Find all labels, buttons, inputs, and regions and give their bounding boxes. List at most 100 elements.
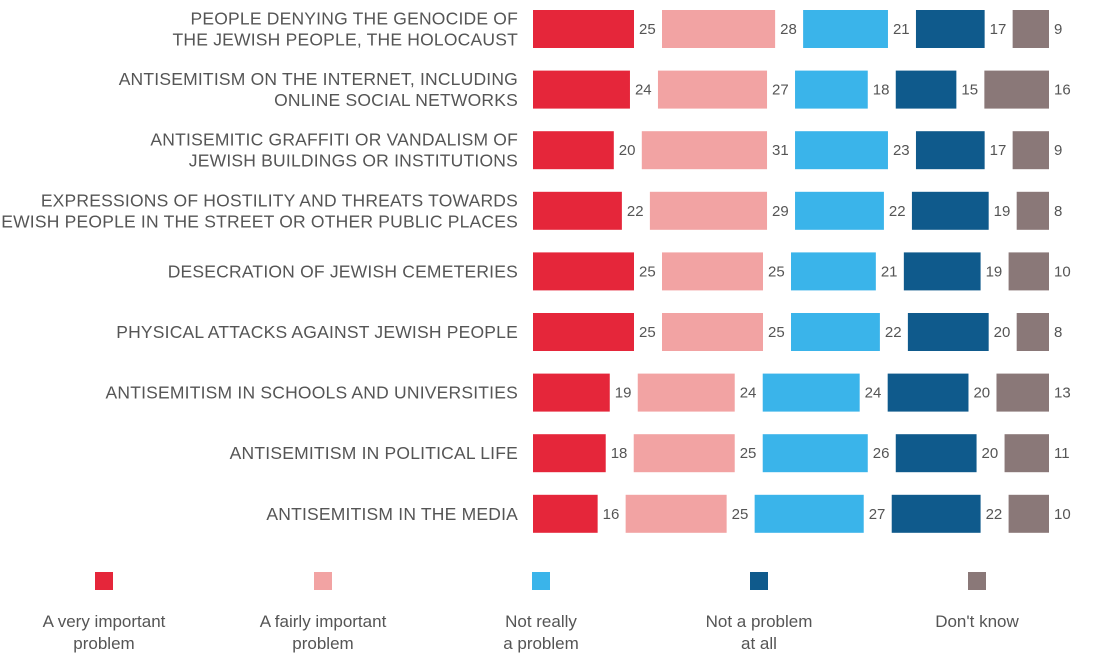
bar-segment: [911, 191, 989, 230]
legend-swatch: [750, 572, 768, 590]
value-label: 29: [772, 203, 789, 220]
bar-segment: [641, 131, 768, 170]
value-label: 8: [1054, 203, 1062, 220]
bar-segment: [637, 373, 735, 412]
bar-segment: [1008, 494, 1049, 533]
bar-segment: [533, 70, 630, 109]
bar-segment: [649, 191, 768, 230]
bar-segment: [791, 252, 876, 291]
value-label: 20: [994, 324, 1011, 341]
legend-label: Not really a problem: [503, 612, 579, 653]
value-label: 22: [889, 203, 906, 220]
bar-segment: [895, 70, 957, 109]
category-label: ANTISEMITISM IN POLITICAL LIFE: [230, 443, 518, 463]
value-label: 15: [961, 82, 978, 99]
bar-segment: [533, 10, 634, 48]
bar-segment: [657, 70, 768, 109]
bar-segment: [984, 70, 1049, 109]
value-label: 17: [990, 142, 1007, 159]
category-label: ANTISEMITISM IN THE MEDIA: [266, 504, 518, 524]
value-label: 25: [768, 324, 785, 341]
value-label: 24: [740, 385, 757, 402]
legend-label: Don't know: [935, 612, 1019, 631]
bar-segment: [533, 191, 622, 230]
value-label: 28: [780, 21, 797, 38]
bar-segment: [887, 373, 969, 412]
bar-segment: [633, 434, 735, 473]
bar-segment: [754, 494, 864, 533]
bar-segment: [996, 373, 1049, 412]
bar-segment: [662, 10, 776, 48]
value-label: 11: [1054, 445, 1070, 462]
legend-swatch: [968, 572, 986, 590]
legend: A very important problem A fairly importan…: [43, 572, 1019, 653]
category-label: PHYSICAL ATTACKS AGAINST JEWISH PEOPLE: [116, 322, 518, 342]
value-label: 19: [615, 385, 632, 402]
value-label: 20: [619, 142, 636, 159]
category-label: ANTISEMITISM ON THE INTERNET, INCLUDING O…: [119, 69, 518, 110]
legend-swatch: [95, 572, 113, 590]
value-label: 8: [1054, 324, 1062, 341]
value-label: 20: [973, 385, 990, 402]
bar-segment: [903, 252, 981, 291]
legend-label: A very important problem: [43, 612, 166, 653]
bar-segment: [1016, 191, 1049, 230]
legend-swatch: [314, 572, 332, 590]
bar-segment: [895, 434, 977, 473]
category-label: ANTISEMITISM IN SCHOOLS AND UNIVERSITIES: [105, 383, 518, 403]
bar-segment: [533, 313, 634, 351]
category-label: PEOPLE DENYING THE GENOCIDE OF THE JEWISH…: [173, 9, 519, 50]
bar-segment: [891, 494, 981, 533]
category-labels: PEOPLE DENYING THE GENOCIDE OF THE JEWISH…: [0, 9, 518, 524]
value-label: 22: [885, 324, 902, 341]
bar-segment: [795, 131, 888, 170]
value-label: 10: [1054, 506, 1071, 523]
value-label: 25: [768, 263, 785, 280]
bar-segment: [1012, 131, 1049, 170]
legend-label: Not a problem at all: [706, 612, 813, 653]
bar-segment: [915, 10, 985, 48]
value-label: 18: [873, 82, 890, 99]
legend-label: A fairly important problem: [260, 612, 387, 653]
bar-segment: [795, 191, 884, 230]
value-label: 25: [639, 324, 656, 341]
value-label: 23: [893, 142, 910, 159]
bar-segment: [791, 313, 880, 351]
value-label: 19: [994, 203, 1011, 220]
value-label: 27: [772, 82, 789, 99]
bar-segment: [533, 494, 598, 533]
value-label: 17: [990, 21, 1007, 38]
value-label: 20: [982, 445, 999, 462]
bar-segment: [662, 252, 763, 291]
value-label: 9: [1054, 142, 1062, 159]
value-label: 22: [627, 203, 644, 220]
value-label: 13: [1054, 385, 1071, 402]
bar-segment: [533, 373, 610, 412]
value-label: 24: [865, 385, 882, 402]
value-labels: 25 28 21 17 9 24 27 18 15 16 20 31 23 17 9 22 29 22 19 8 25 2…: [603, 21, 1071, 523]
category-label: ANTISEMITIC GRAFFITI OR VANDALISM OF JEWI…: [150, 130, 518, 171]
bar-segment: [795, 70, 868, 109]
value-label: 27: [869, 506, 886, 523]
bar-segment: [1004, 434, 1049, 473]
bar-segment: [907, 313, 989, 351]
value-label: 25: [639, 263, 656, 280]
value-label: 10: [1054, 263, 1071, 280]
value-label: 18: [611, 445, 628, 462]
category-label: EXPRESSIONS OF HOSTILITY AND THREATS TOW…: [0, 190, 518, 231]
value-label: 21: [881, 263, 898, 280]
value-label: 19: [986, 263, 1003, 280]
value-label: 21: [893, 21, 910, 38]
legend-swatch: [532, 572, 550, 590]
value-label: 24: [635, 82, 652, 99]
bar-segment: [803, 10, 888, 48]
bar-segment: [762, 373, 860, 412]
value-label: 26: [873, 445, 890, 462]
value-label: 25: [740, 445, 757, 462]
value-label: 16: [603, 506, 620, 523]
bar-segment: [915, 131, 985, 170]
bar-segment: [533, 252, 634, 291]
bar-segment: [533, 131, 614, 170]
value-label: 16: [1054, 82, 1071, 99]
